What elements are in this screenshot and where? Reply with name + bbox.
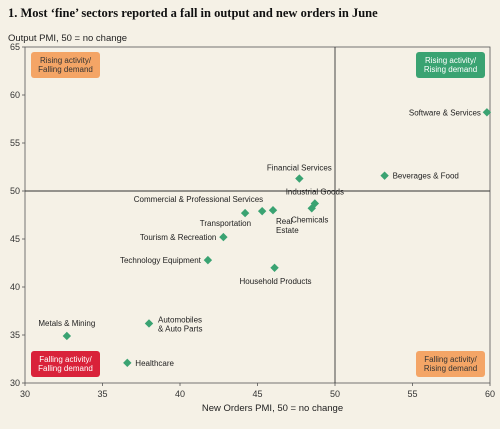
y-tick-label: 35: [10, 330, 20, 340]
point-marker: [268, 206, 278, 215]
quadrant-label-top-left: Rising activity/Falling demand: [31, 52, 100, 78]
point-label: Chemicals: [291, 215, 328, 224]
point-label: Software & Services: [409, 108, 481, 117]
point-label: Household Products: [240, 277, 312, 286]
point-household-products: Household Products: [240, 263, 312, 286]
point-label: Automobiles: [158, 315, 202, 324]
quadrant-label-top-right: Rising activity/Rising demand: [416, 52, 485, 78]
quadrant-box: [416, 351, 485, 377]
point-label: Transportation: [200, 219, 251, 228]
x-tick-label: 50: [330, 389, 340, 399]
axes-layer: 30 35 40 45 50 55 60 30 35 40 45 50 55 60 65: [10, 42, 495, 399]
point-label: & Auto Parts: [158, 324, 202, 333]
quadrant-label-bottom-right: Falling activity/Rising demand: [416, 351, 485, 377]
point-financial-services: Financial Services: [267, 164, 332, 183]
point-marker: [307, 204, 316, 213]
quadrant-text: Falling demand: [38, 65, 93, 74]
y-tick-label: 50: [10, 186, 20, 196]
quadrant-text: Falling demand: [38, 364, 93, 373]
quadrant-text: Rising activity/: [425, 56, 477, 65]
x-tick-label: 60: [485, 389, 495, 399]
point-commercial-and-professional-services: Commercial & Professional Services: [134, 195, 267, 216]
point-metals-and-mining: Metals & Mining: [38, 319, 95, 341]
quadrant-text: Rising demand: [424, 364, 477, 373]
x-tick-label: 40: [175, 389, 185, 399]
point-technology-equipment: Technology Equipment: [120, 255, 213, 265]
quadrant-text: Rising activity/: [40, 56, 92, 65]
quadrant-label-bottom-left: Falling activity/Falling demand: [31, 351, 100, 377]
x-tick-label: 45: [252, 389, 262, 399]
point-marker: [295, 174, 304, 183]
point-label: Financial Services: [267, 164, 332, 173]
x-axis-title: New Orders PMI, 50 = no change: [202, 403, 343, 414]
point-healthcare: Healthcare: [123, 358, 175, 368]
point-label: Technology Equipment: [120, 256, 202, 265]
point-marker: [219, 232, 228, 242]
point-label: Industrial Goods: [286, 187, 344, 196]
point-software-and-services: Software & Services: [409, 108, 492, 117]
y-tick-label: 55: [10, 138, 20, 148]
quadrant-text: Falling activity/: [39, 355, 92, 364]
y-tick-label: 45: [10, 234, 20, 244]
quadrant-box: [31, 52, 100, 78]
plot-frame: [24, 46, 491, 384]
point-marker: [270, 263, 279, 272]
quadrant-text: Rising demand: [424, 65, 477, 74]
point-label: Tourism & Recreation: [140, 233, 216, 242]
point-marker: [482, 108, 492, 117]
point-transportation: Transportation: [200, 208, 251, 228]
point-label: Estate: [276, 226, 299, 235]
x-tick-label: 30: [20, 389, 30, 399]
chart-title: 1. Most ‘fine’ sectors reported a fall i…: [8, 6, 378, 20]
point-label: Real: [276, 217, 293, 226]
point-beverages-and-food: Beverages & Food: [380, 171, 459, 181]
point-label: Metals & Mining: [38, 319, 95, 328]
point-marker: [144, 319, 154, 328]
y-tick-label: 30: [10, 378, 20, 388]
quadrant-box: [31, 351, 100, 377]
quadrant-box: [416, 52, 485, 78]
y-tick-label: 40: [10, 282, 20, 292]
point-chemicals: Chemicals: [291, 204, 328, 224]
x-tick-label: 35: [97, 389, 107, 399]
y-axis-title: Output PMI, 50 = no change: [8, 33, 127, 44]
point-label: Beverages & Food: [393, 172, 459, 181]
y-tick-label: 65: [10, 42, 20, 52]
y-tick-label: 60: [10, 90, 20, 100]
point-marker: [123, 358, 132, 368]
point-label: Healthcare: [135, 359, 174, 368]
x-tick-label: 55: [407, 389, 417, 399]
point-automobiles-and-auto-parts: Automobiles& Auto Parts: [144, 315, 202, 333]
point-marker: [203, 255, 213, 265]
point-marker: [240, 208, 250, 218]
data-points: Software & Services Beverages & Food Finan…: [38, 108, 492, 368]
point-tourism-and-recreation: Tourism & Recreation: [140, 232, 228, 242]
quadrant-text: Falling activity/: [424, 355, 477, 364]
point-marker: [380, 171, 389, 180]
point-marker: [257, 206, 267, 216]
point-marker: [62, 331, 72, 341]
point-label: Commercial & Professional Services: [134, 195, 263, 204]
